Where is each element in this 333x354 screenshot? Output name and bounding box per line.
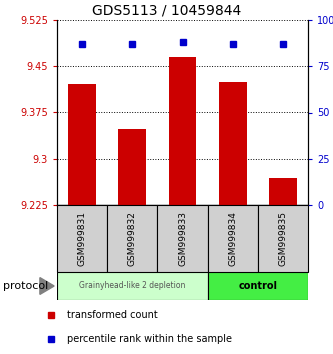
Bar — [107, 205, 158, 272]
Text: GSM999833: GSM999833 — [178, 211, 187, 266]
Bar — [169, 57, 196, 205]
Text: percentile rank within the sample: percentile rank within the sample — [67, 334, 232, 344]
Text: GSM999831: GSM999831 — [78, 211, 87, 266]
Text: GSM999835: GSM999835 — [278, 211, 287, 266]
Bar — [269, 178, 297, 205]
Text: GDS5113 / 10459844: GDS5113 / 10459844 — [92, 4, 241, 18]
Bar — [207, 205, 258, 272]
Bar — [57, 272, 207, 300]
Bar — [219, 82, 246, 205]
Bar — [207, 272, 308, 300]
Bar — [57, 205, 107, 272]
Text: control: control — [238, 281, 277, 291]
Bar — [68, 84, 96, 205]
Text: GSM999834: GSM999834 — [228, 211, 237, 266]
Polygon shape — [40, 278, 54, 295]
Bar — [119, 129, 146, 205]
Text: Grainyhead-like 2 depletion: Grainyhead-like 2 depletion — [79, 281, 185, 291]
Text: transformed count: transformed count — [67, 310, 158, 320]
Text: protocol: protocol — [3, 281, 49, 291]
Text: GSM999832: GSM999832 — [128, 211, 137, 266]
Bar — [258, 205, 308, 272]
Bar — [158, 205, 207, 272]
